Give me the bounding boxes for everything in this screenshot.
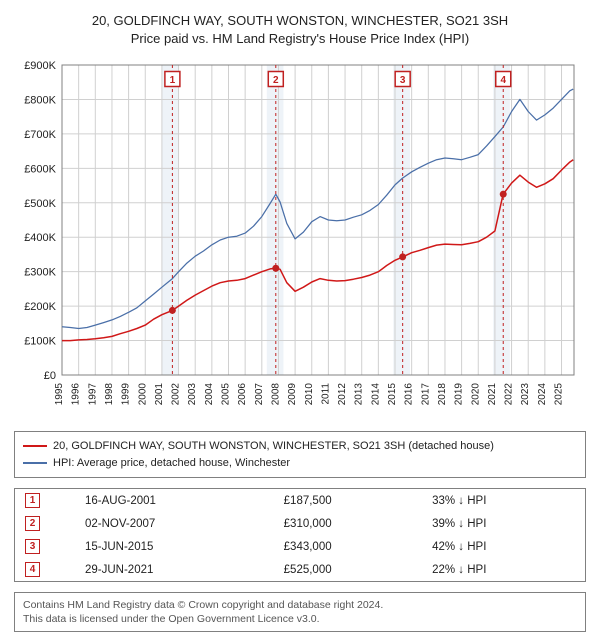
svg-text:£800K: £800K <box>24 95 56 107</box>
svg-text:2016: 2016 <box>404 383 415 406</box>
title-line-1: 20, GOLDFINCH WAY, SOUTH WONSTON, WINCHE… <box>14 12 586 30</box>
sale-price: £525,000 <box>274 558 422 582</box>
table-row: 2 02-NOV-2007£310,00039% ↓ HPI <box>15 512 586 535</box>
svg-text:4: 4 <box>500 75 506 86</box>
sale-price: £187,500 <box>274 489 422 513</box>
svg-text:2023: 2023 <box>520 383 531 406</box>
svg-text:2014: 2014 <box>370 383 381 406</box>
sale-delta: 22% ↓ HPI <box>422 558 585 582</box>
svg-text:2018: 2018 <box>437 383 448 406</box>
sale-marker: 4 <box>25 562 40 577</box>
svg-text:1996: 1996 <box>71 383 82 406</box>
legend-swatch-price <box>23 445 47 447</box>
svg-text:2011: 2011 <box>320 383 331 405</box>
svg-text:2002: 2002 <box>171 383 182 406</box>
table-row: 4 29-JUN-2021£525,00022% ↓ HPI <box>15 558 586 582</box>
legend-row-price: 20, GOLDFINCH WAY, SOUTH WONSTON, WINCHE… <box>23 438 577 455</box>
svg-text:2017: 2017 <box>420 383 431 406</box>
table-row: 1 16-AUG-2001£187,50033% ↓ HPI <box>15 489 586 513</box>
legend-row-hpi: HPI: Average price, detached house, Winc… <box>23 455 577 472</box>
price-chart: £0 £100K £200K £300K £400K £500K £600K £700K £80… <box>14 53 586 423</box>
svg-text:2019: 2019 <box>454 383 465 406</box>
sale-marker: 1 <box>25 493 40 508</box>
sale-date: 16-AUG-2001 <box>75 489 274 513</box>
footnote-line-1: Contains HM Land Registry data © Crown c… <box>23 598 577 612</box>
sales-table: 1 16-AUG-2001£187,50033% ↓ HPI 2 02-NOV-200… <box>14 488 586 582</box>
svg-text:£700K: £700K <box>24 129 56 141</box>
footnote: Contains HM Land Registry data © Crown c… <box>14 592 586 632</box>
svg-text:2001: 2001 <box>154 383 165 406</box>
table-row: 3 15-JUN-2015£343,00042% ↓ HPI <box>15 535 586 558</box>
svg-text:1: 1 <box>170 75 176 86</box>
svg-text:2004: 2004 <box>204 383 215 406</box>
svg-text:1998: 1998 <box>104 383 115 406</box>
svg-text:1999: 1999 <box>121 383 132 406</box>
svg-text:£400K: £400K <box>24 232 56 244</box>
svg-text:£0: £0 <box>44 370 56 382</box>
sale-marker: 3 <box>25 539 40 554</box>
footnote-line-2: This data is licensed under the Open Gov… <box>23 612 577 626</box>
sale-price: £343,000 <box>274 535 422 558</box>
svg-text:£500K: £500K <box>24 198 56 210</box>
svg-text:1997: 1997 <box>87 383 98 406</box>
title-block: 20, GOLDFINCH WAY, SOUTH WONSTON, WINCHE… <box>14 12 586 47</box>
legend: 20, GOLDFINCH WAY, SOUTH WONSTON, WINCHE… <box>14 431 586 478</box>
svg-text:£600K: £600K <box>24 163 56 175</box>
svg-text:3: 3 <box>400 75 406 86</box>
svg-text:2008: 2008 <box>270 383 281 406</box>
svg-text:2005: 2005 <box>221 383 232 406</box>
svg-text:2000: 2000 <box>137 383 148 406</box>
svg-text:2020: 2020 <box>470 383 481 406</box>
svg-text:2010: 2010 <box>304 383 315 406</box>
svg-text:£900K: £900K <box>24 60 56 72</box>
legend-swatch-hpi <box>23 462 47 464</box>
sale-delta: 42% ↓ HPI <box>422 535 585 558</box>
sale-date: 15-JUN-2015 <box>75 535 274 558</box>
svg-text:2013: 2013 <box>354 383 365 406</box>
title-line-2: Price paid vs. HM Land Registry's House … <box>14 30 586 48</box>
svg-text:£100K: £100K <box>24 336 56 348</box>
svg-text:£200K: £200K <box>24 301 56 313</box>
svg-text:1995: 1995 <box>54 383 65 406</box>
svg-text:2009: 2009 <box>287 383 298 406</box>
svg-text:2015: 2015 <box>387 383 398 406</box>
svg-text:2022: 2022 <box>504 383 515 406</box>
sale-price: £310,000 <box>274 512 422 535</box>
sale-delta: 39% ↓ HPI <box>422 512 585 535</box>
sale-delta: 33% ↓ HPI <box>422 489 585 513</box>
svg-text:2003: 2003 <box>187 383 198 406</box>
legend-label-hpi: HPI: Average price, detached house, Winc… <box>53 455 290 472</box>
sale-date: 02-NOV-2007 <box>75 512 274 535</box>
svg-text:2025: 2025 <box>554 383 565 406</box>
svg-text:2007: 2007 <box>254 383 265 406</box>
svg-text:2021: 2021 <box>487 383 498 406</box>
svg-text:2006: 2006 <box>237 383 248 406</box>
sale-marker: 2 <box>25 516 40 531</box>
svg-text:2012: 2012 <box>337 383 348 406</box>
sale-date: 29-JUN-2021 <box>75 558 274 582</box>
svg-text:2024: 2024 <box>537 383 548 406</box>
svg-text:2: 2 <box>273 75 279 86</box>
svg-text:£300K: £300K <box>24 267 56 279</box>
legend-label-price: 20, GOLDFINCH WAY, SOUTH WONSTON, WINCHE… <box>53 438 494 455</box>
